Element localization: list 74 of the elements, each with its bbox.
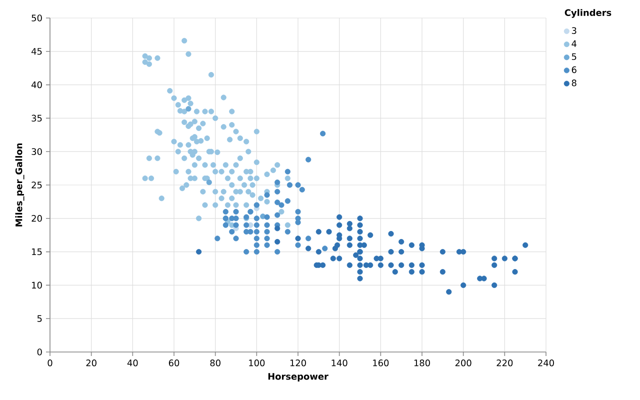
point <box>244 222 250 228</box>
point <box>274 188 280 194</box>
point <box>274 180 280 186</box>
point <box>264 236 270 242</box>
point <box>264 242 270 248</box>
point <box>222 222 228 228</box>
x-tick-label: 0 <box>48 360 52 366</box>
point <box>264 192 270 198</box>
point <box>254 249 260 255</box>
point <box>254 236 260 242</box>
x-tick-label: 120 <box>290 360 306 366</box>
y-tick-label: 35 <box>32 114 42 122</box>
x-tick-label: 100 <box>249 360 265 366</box>
legend-title: Cylinders <box>564 9 612 18</box>
point <box>284 168 290 174</box>
point <box>274 200 280 206</box>
y-axis-title: Miles_per_Gallon <box>15 143 24 226</box>
point <box>284 228 290 235</box>
point <box>295 242 301 248</box>
point <box>233 236 239 242</box>
y-tick-label: 0 <box>37 348 42 356</box>
point <box>320 130 326 136</box>
point <box>254 228 260 235</box>
point <box>248 228 254 235</box>
point <box>233 208 239 215</box>
point <box>278 202 284 208</box>
x-tick-label: 180 <box>414 360 430 366</box>
y-tick-label: 5 <box>37 315 42 322</box>
y-tick-label: 25 <box>32 182 42 188</box>
point <box>214 236 220 242</box>
point <box>322 246 328 252</box>
point <box>264 222 270 228</box>
x-axis-title: Horsepower <box>268 373 328 382</box>
x-tick-label: 200 <box>455 360 472 366</box>
x-tick-label: 240 <box>538 360 554 366</box>
y-tick-label: 30 <box>32 148 42 155</box>
y-tick-label: 50 <box>32 14 42 22</box>
point <box>299 186 305 192</box>
point <box>229 228 235 235</box>
y-tick-label: 45 <box>32 48 42 55</box>
legend-label: 4 <box>572 40 576 47</box>
point <box>295 182 301 188</box>
point <box>254 216 260 222</box>
x-tick-label: 160 <box>373 360 389 366</box>
point <box>222 208 228 215</box>
point <box>286 182 293 188</box>
point <box>295 208 301 215</box>
x-tick-label: 60 <box>168 360 180 366</box>
x-tick-label: 40 <box>127 360 138 366</box>
legend-label: 3 <box>572 27 576 34</box>
point <box>306 156 312 162</box>
point <box>274 212 280 218</box>
legend-label: 6 <box>572 66 576 74</box>
y-tick-label: 40 <box>32 81 42 88</box>
point <box>233 222 239 228</box>
point <box>274 249 280 255</box>
point <box>306 236 312 242</box>
point <box>254 222 260 228</box>
x-tick-label: 80 <box>210 360 220 366</box>
point <box>264 228 270 235</box>
x-tick-label: 220 <box>496 360 513 366</box>
point <box>244 249 250 255</box>
x-tick-label: 140 <box>332 360 348 366</box>
y-tick-label: 20 <box>32 215 42 222</box>
point <box>206 180 212 186</box>
y-tick-label: 15 <box>32 248 42 256</box>
legend-label: 8 <box>572 79 576 86</box>
point <box>284 198 290 204</box>
point <box>264 214 270 220</box>
point <box>254 242 260 248</box>
y-tick-label: 10 <box>32 282 42 289</box>
legend-label: 5 <box>572 53 576 60</box>
point <box>186 106 192 112</box>
x-tick-label: 20 <box>86 360 96 366</box>
